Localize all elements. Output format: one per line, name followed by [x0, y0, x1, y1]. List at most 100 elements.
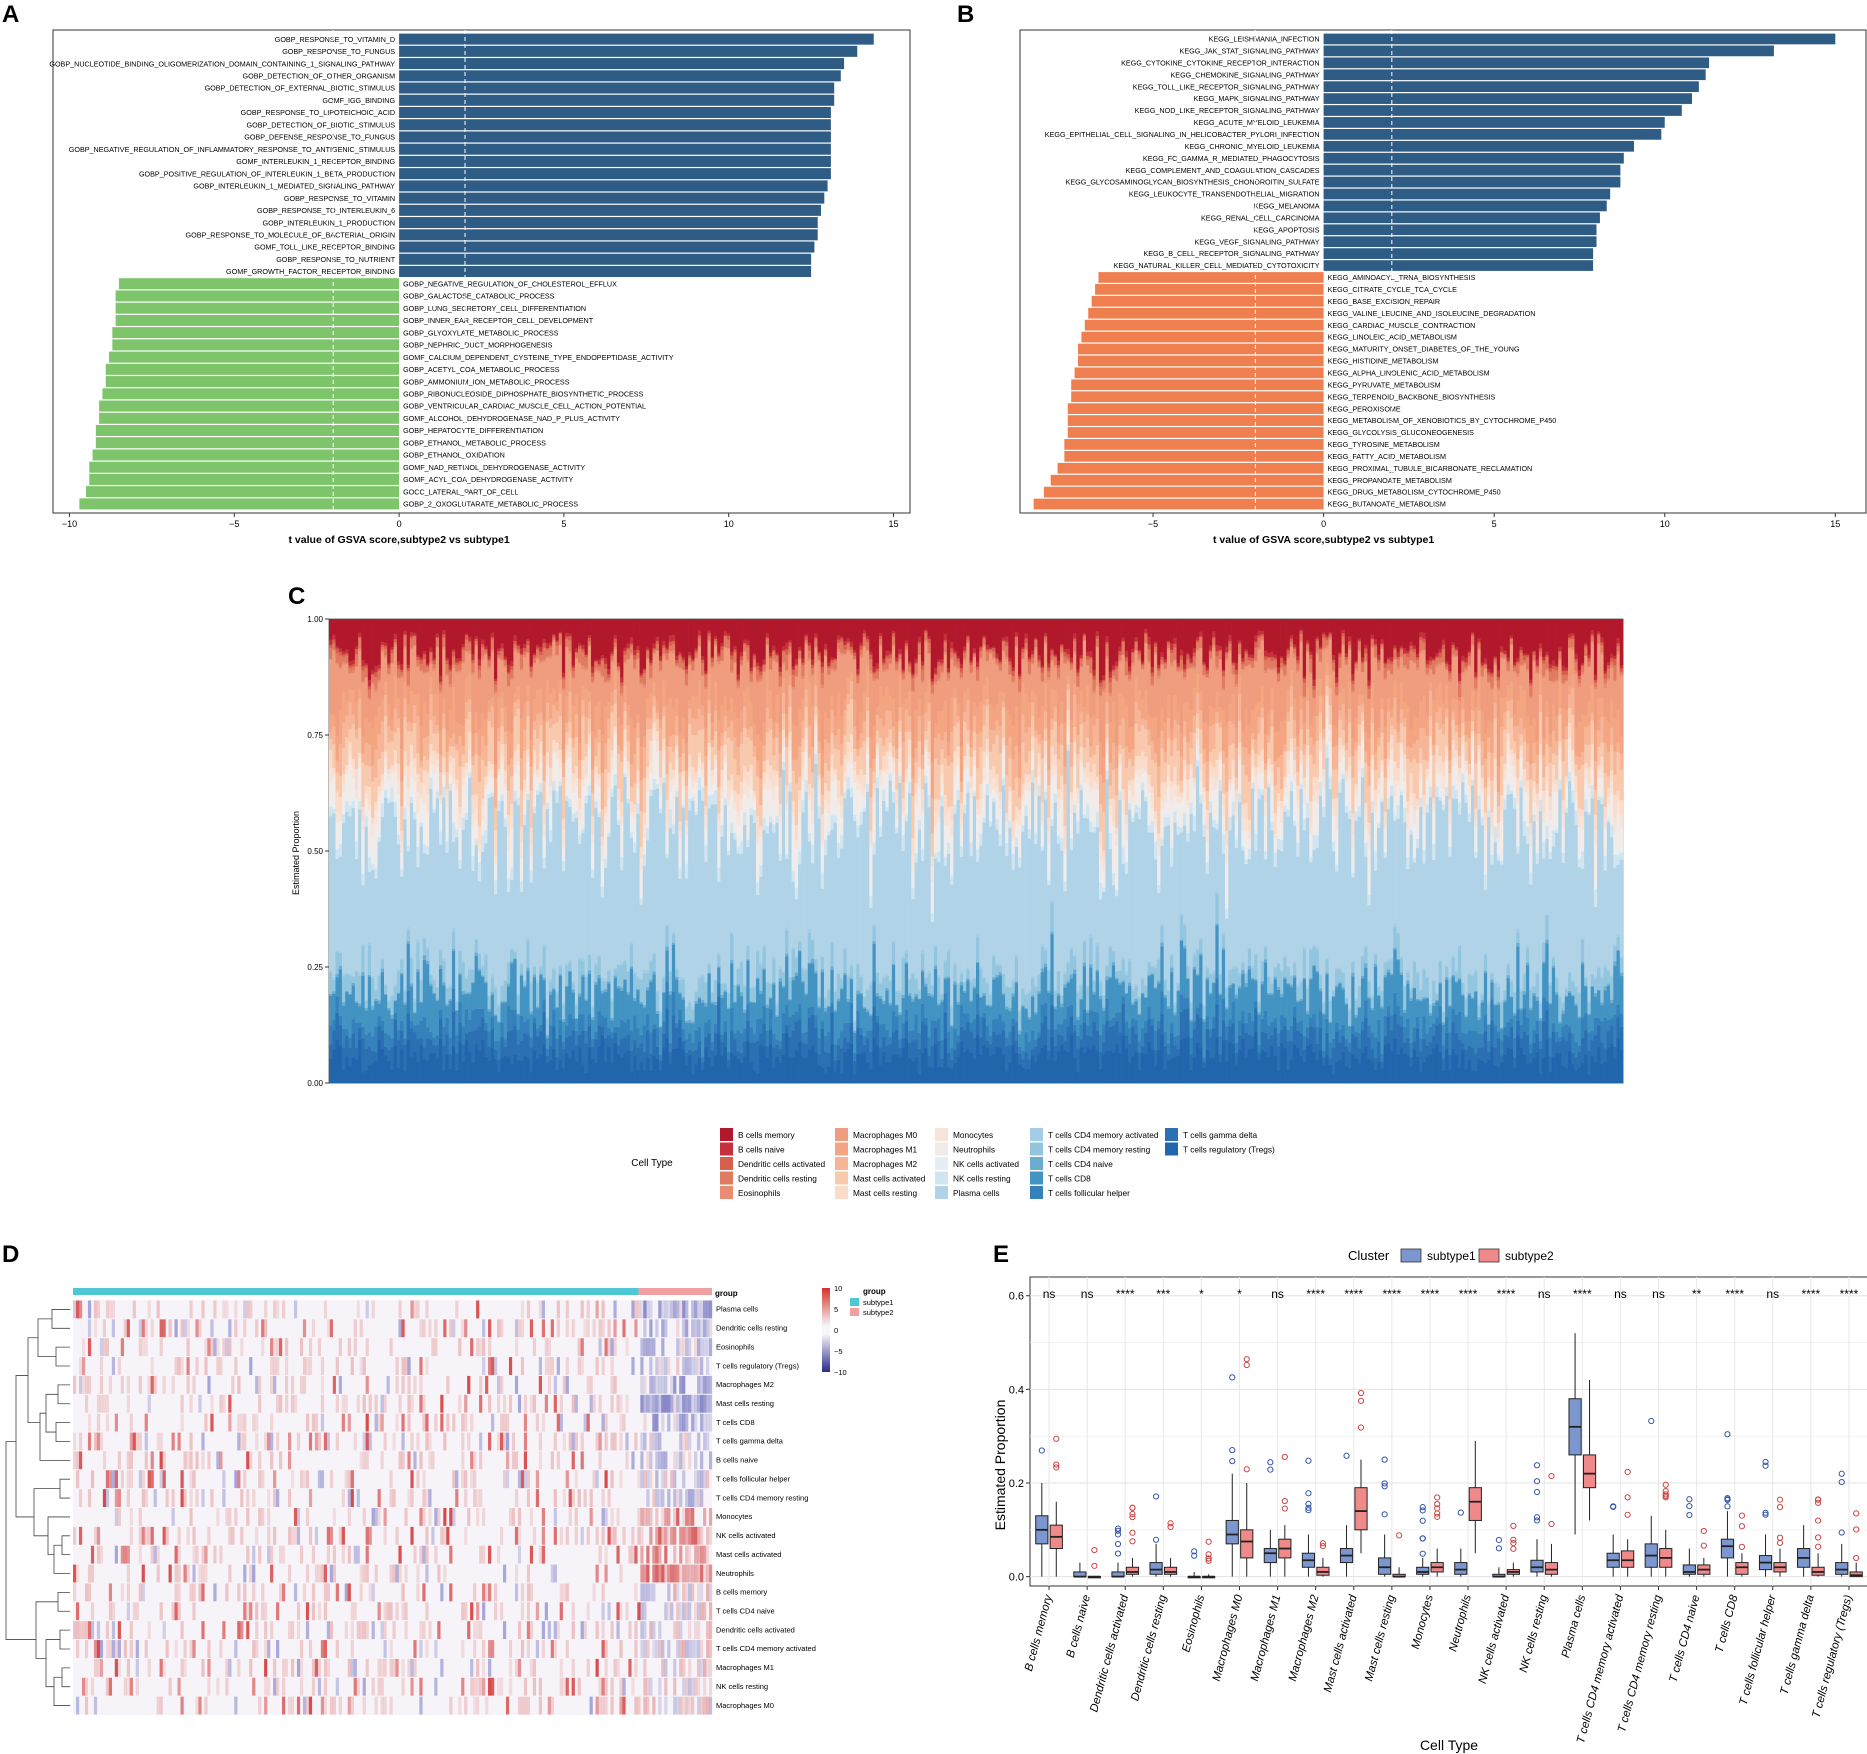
stack-segment [752, 756, 757, 792]
stack-segment [988, 769, 993, 785]
bar [1077, 343, 1324, 355]
stack-segment [762, 946, 767, 969]
stack-segment [458, 974, 462, 1003]
stack-segment [904, 1039, 909, 1084]
stack-segment [393, 762, 398, 773]
stack-segment [655, 1046, 660, 1060]
stack-segment [846, 776, 851, 790]
stack-segment [772, 984, 776, 1034]
stack-segment [471, 1009, 475, 1032]
stack-segment [594, 783, 598, 798]
stack-segment [995, 734, 999, 774]
stack-segment [591, 1046, 595, 1060]
stack-segment [639, 677, 644, 683]
stack-segment [833, 657, 838, 660]
stack-segment [435, 724, 440, 734]
stack-segment [506, 790, 511, 816]
stack-segment [1014, 837, 1019, 848]
stack-segment [358, 638, 362, 648]
stack-segment [571, 676, 576, 679]
stack-segment [542, 836, 547, 855]
stack-segment [519, 881, 524, 892]
stack-segment [781, 985, 786, 988]
stack-segment [603, 858, 608, 869]
stack-segment [823, 648, 828, 651]
stack-segment [823, 839, 828, 856]
stack-segment [940, 993, 944, 995]
stack-segment [684, 619, 689, 667]
stack-segment [426, 964, 430, 1028]
stack-segment [558, 631, 563, 634]
stack-segment [555, 619, 560, 641]
stack-segment [671, 769, 676, 778]
stack-segment [979, 746, 983, 785]
stack-segment [626, 803, 631, 971]
stack-segment [471, 855, 475, 872]
stack-segment [888, 780, 893, 981]
stack-segment [390, 785, 395, 788]
stack-segment [455, 664, 459, 672]
stack-segment [610, 1062, 615, 1084]
stack-segment [846, 1022, 851, 1043]
stack-segment [1030, 752, 1035, 767]
stack-segment [739, 619, 744, 653]
stack-segment [403, 1044, 407, 1072]
stack-segment [720, 660, 725, 662]
stack-segment [558, 778, 563, 782]
stack-segment [516, 649, 521, 653]
stack-segment [995, 619, 999, 654]
stack-segment [772, 755, 776, 771]
stack-segment [393, 772, 398, 800]
stack-segment [451, 648, 456, 652]
stack-segment [823, 808, 828, 838]
stack-segment [642, 735, 647, 748]
stack-segment [768, 997, 773, 999]
stack-segment [678, 976, 682, 981]
stack-segment [341, 1070, 346, 1084]
stack-segment [354, 971, 359, 1002]
stack-segment [422, 938, 427, 956]
stack-segment [992, 658, 996, 709]
stack-segment [833, 779, 838, 815]
stack-segment [451, 1046, 456, 1084]
bar-label: KEGG_ACUTE_MYELOID_LEUKEMIA [1194, 118, 1320, 127]
stack-segment [497, 1006, 501, 1022]
stack-segment [840, 619, 844, 637]
stack-segment [927, 642, 932, 654]
panel-b: B KEGG_LEISHMANIA_INFECTIONKEGG_JAK_STAT… [957, 1, 1867, 546]
stack-segment [691, 1021, 695, 1024]
stack-segment [413, 636, 417, 646]
stack-segment [801, 982, 805, 1034]
stack-segment [548, 829, 553, 843]
stack-segment [364, 678, 369, 718]
bar-label: KEGG_COMPLEMENT_AND_COAGULATION_CASCADES [1126, 166, 1320, 175]
stack-segment [565, 752, 569, 761]
stack-segment [976, 679, 980, 682]
stack-segment [574, 777, 579, 786]
stack-segment [733, 663, 737, 713]
stack-segment [882, 772, 886, 788]
stack-segment [497, 1059, 501, 1072]
stack-segment [668, 1051, 673, 1064]
stack-segment [726, 635, 731, 640]
stack-segment [878, 1047, 883, 1065]
stack-segment [516, 1029, 521, 1045]
stack-segment [827, 803, 831, 814]
stack-segment [545, 657, 550, 681]
stack-segment [946, 619, 951, 669]
stack-segment [633, 840, 637, 844]
stack-segment [785, 785, 789, 804]
stack-segment [662, 1047, 666, 1084]
stack-segment [367, 786, 372, 806]
stack-segment [422, 658, 427, 673]
stack-segment [561, 676, 566, 680]
stack-segment [335, 652, 340, 663]
stack-segment [992, 1019, 996, 1032]
stack-segment [788, 750, 792, 783]
stack-segment [872, 842, 877, 855]
stack-segment [393, 732, 398, 751]
stack-segment [396, 843, 401, 970]
stack-segment [820, 1028, 825, 1068]
stack-segment [992, 729, 996, 745]
stack-segment [1018, 857, 1022, 868]
